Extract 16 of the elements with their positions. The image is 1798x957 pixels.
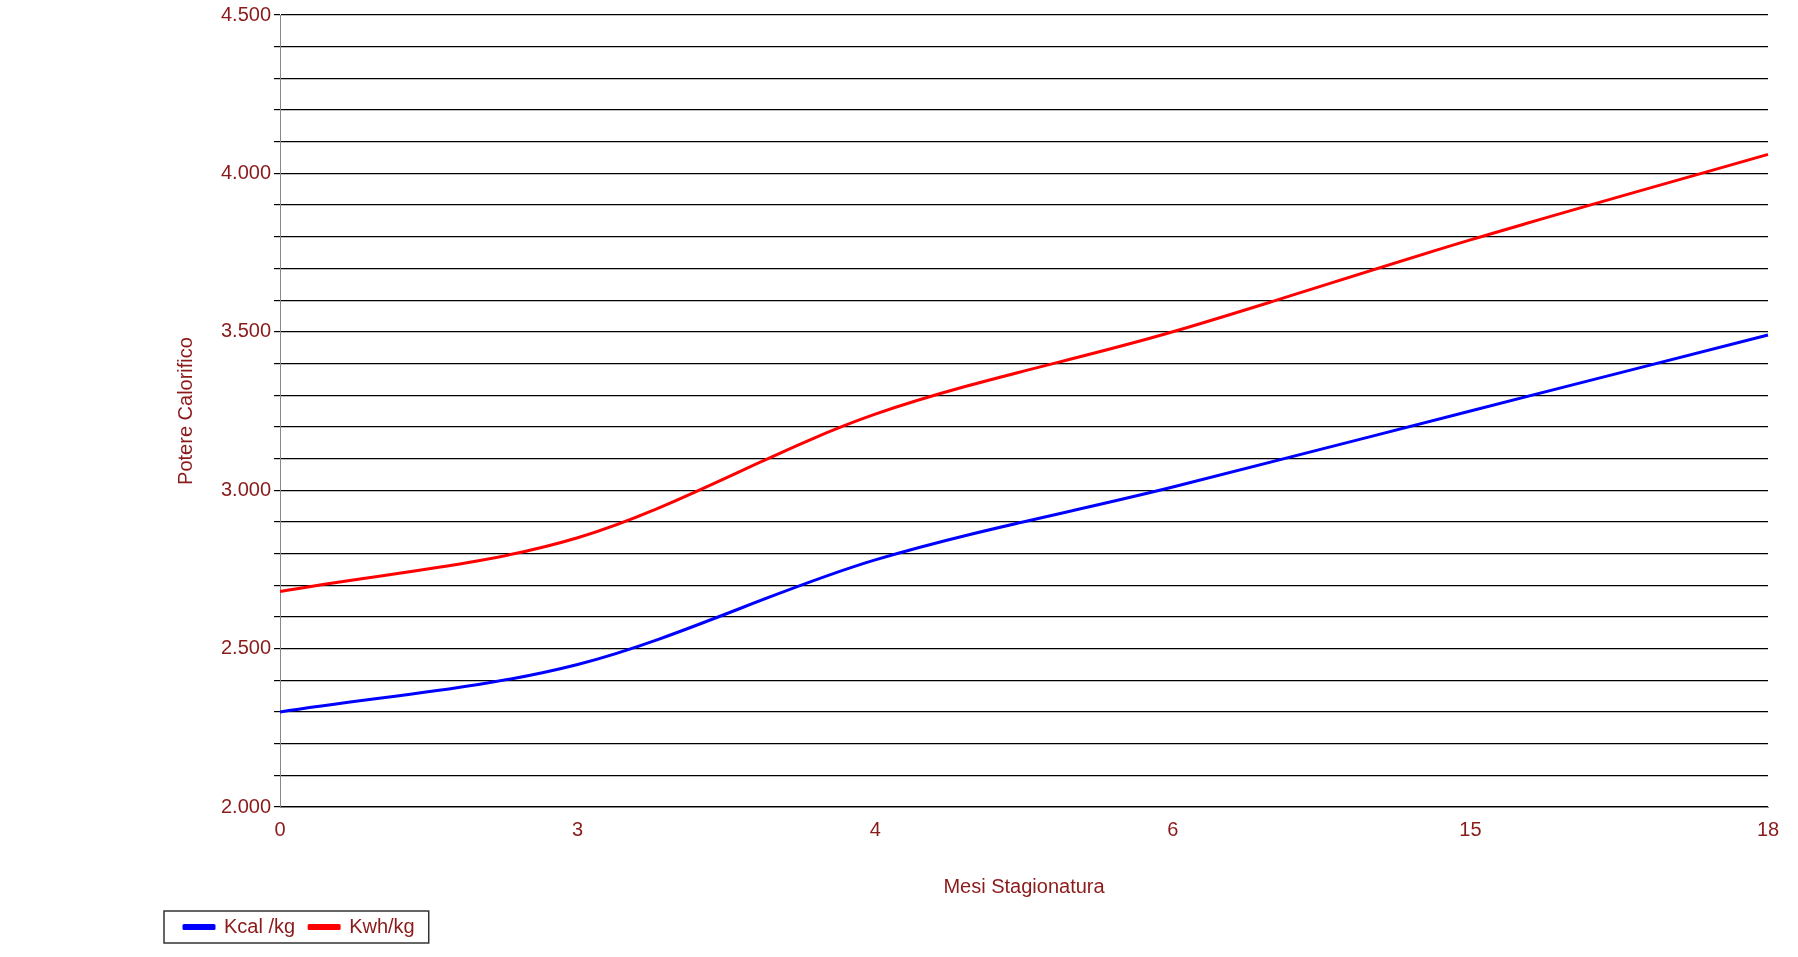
y-tick-label: 2.000: [220, 794, 272, 817]
y-tick-label: 3.000: [220, 477, 272, 500]
legend-label: Kcal /kg: [224, 914, 296, 937]
y-tick-label: 3.500: [220, 319, 272, 342]
x-axis-title: Mesi Stagionatura: [943, 874, 1106, 897]
y-tick-label: 4.500: [220, 2, 272, 25]
legend-label: Kwh/kg: [349, 914, 415, 937]
y-tick-label: 4.000: [220, 160, 272, 183]
x-tick-label: 0: [274, 817, 286, 840]
x-tick-label: 15: [1459, 817, 1482, 840]
y-tick-label: 2.500: [220, 636, 272, 659]
x-tick-label: 4: [869, 817, 881, 840]
x-tick-label: 3: [572, 817, 584, 840]
x-tick-label: 6: [1167, 817, 1179, 840]
y-axis-title: Potere Calorifico: [173, 337, 196, 485]
x-tick-label: 18: [1756, 817, 1780, 840]
